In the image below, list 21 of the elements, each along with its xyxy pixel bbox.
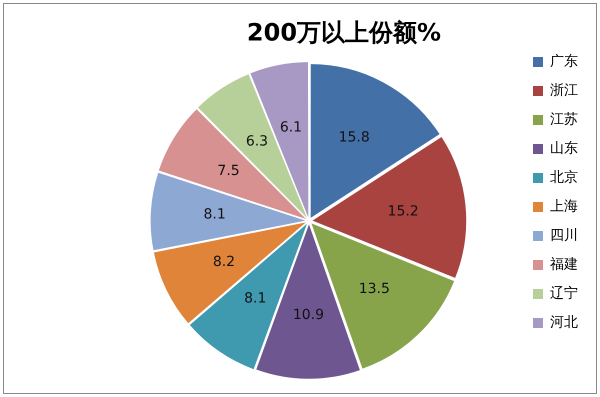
- data-label: 13.5: [358, 280, 390, 297]
- legend-label: 江苏: [550, 112, 578, 128]
- legend-label: 上海: [550, 198, 578, 215]
- legend-label: 河北: [550, 314, 578, 331]
- data-label: 6.3: [246, 134, 268, 150]
- chart-title: 200万以上份额%: [246, 18, 442, 47]
- legend-label: 山东: [550, 140, 578, 157]
- data-label: 8.1: [203, 206, 226, 223]
- legend-label: 广东: [550, 54, 578, 70]
- legend-label: 辽宁: [550, 286, 578, 302]
- legend-label: 浙江: [550, 82, 578, 99]
- data-label: 15.8: [338, 129, 370, 146]
- data-label: 8.1: [244, 290, 266, 306]
- legend-label: 四川: [550, 228, 578, 244]
- data-label: 8.2: [212, 254, 236, 270]
- data-label: 15.2: [388, 203, 419, 220]
- legend-label: 福建: [550, 256, 578, 273]
- data-label: 7.5: [217, 162, 240, 179]
- data-label: 10.9: [292, 307, 324, 324]
- legend-label: 北京: [550, 170, 578, 186]
- data-label: 6.1: [280, 120, 302, 136]
